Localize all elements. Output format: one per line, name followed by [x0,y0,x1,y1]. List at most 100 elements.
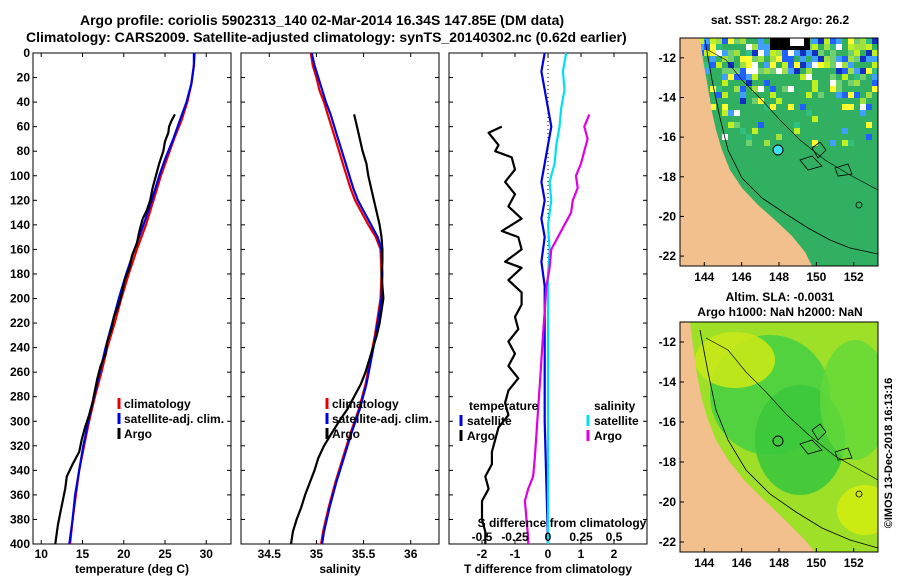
sst-pixel [836,68,842,74]
profile-panels: 0204060801001201401601802002202402602803… [10,46,864,576]
map-y-tick-label: -12 [659,335,677,349]
y-tick-label: 380 [10,512,30,526]
sst-pixel [710,44,716,50]
sst-pixel [734,122,740,128]
sst-pixel [752,86,758,92]
sst-pixel [758,98,764,104]
sst-pixel [800,104,806,110]
sst-pixel [752,50,758,56]
profile-panel-1: 0 20 40 60 80 100 120 140 160 180 200 220 240 260 280 3… [10,46,232,576]
sst-pixel [836,38,842,44]
sst-pixel [752,44,758,50]
sst-pixel [800,56,806,62]
x-tick-label: 34.5 [258,547,282,561]
sst-pixel [770,50,776,56]
map-y-tick-label: -22 [659,249,677,263]
sst-pixel [872,74,878,80]
series-line-t-argo [480,125,523,544]
sst-pixel [866,38,872,44]
map-y-tick-label: -14 [659,90,677,104]
y-tick-label: 100 [10,169,30,183]
sst-pixel [824,38,830,44]
sst-pixel [740,62,746,68]
sst-pixel [848,62,854,68]
sst-pixel [758,38,764,44]
sst-pixel [710,86,716,92]
sst-pixel [830,140,836,146]
sst-pixel [710,104,716,110]
sst-pixel [764,62,770,68]
sla-coast-contour [699,329,878,549]
legend-label: satellite [467,414,512,428]
sst-pixel [794,68,800,74]
y-tick-label: 40 [17,95,31,109]
sst-pixel [854,56,860,62]
sst-pixel [848,38,854,44]
sst-pixel [716,62,722,68]
sst-pixel [740,86,746,92]
legend-label: Argo [124,427,152,441]
sst-pixel [716,92,722,98]
sst-pixel [740,38,746,44]
sst-pixel [782,86,788,92]
y-tick-label: 220 [10,316,30,330]
sst-pixel [740,128,746,134]
sst-pixel [830,86,836,92]
y-tick-label: 60 [17,120,31,134]
sst-pixel [758,44,764,50]
sst-pixel [872,80,878,86]
legend-label: satellite-adj. clim. [124,412,224,426]
x-tick-label: 36 [404,547,418,561]
sst-pixel [848,68,854,74]
sla-land [680,322,815,552]
y-tick-label: 20 [17,71,31,85]
sst-pixel [740,74,746,80]
sst-pixel [800,74,806,80]
sst-pixel [818,50,824,56]
sst-pixel [716,38,722,44]
sst-pixel [872,68,878,74]
sst-pixel [764,104,770,110]
s-diff-tick-label: 0.5 [606,530,623,544]
x-tick-label: 35 [310,547,324,561]
panel-frame [240,52,440,545]
sst-pixel [722,80,728,86]
sst-pixel [734,86,740,92]
sla-reef-shape-3 [834,447,853,461]
sst-pixel [734,110,740,116]
sst-pixel [722,74,728,80]
sst-pixel [806,68,812,74]
sst-pixel [860,98,866,104]
y-tick-label: 320 [10,439,30,453]
legend-label: Argo [332,427,360,441]
sst-pixel [866,44,872,50]
map-x-tick-label: 144 [694,556,714,570]
sst-pixel [758,56,764,62]
x-tick-label: 2 [611,547,618,561]
sst-pixel [722,68,728,74]
sst-pixel [848,44,854,50]
sst-pixel [788,68,794,74]
sst-pixel [812,50,818,56]
sst-pixel [866,92,872,98]
sst-pixel [848,50,854,56]
map-x-tick-label: 146 [732,556,752,570]
sst-pixel [860,44,866,50]
sst-pixel [854,68,860,74]
legend-title-salinity: salinity [594,399,636,413]
x-axis-label: salinity [319,562,361,576]
sst-pixel [848,140,854,146]
sst-pixel [812,62,818,68]
sst-pixel [758,86,764,92]
sst-pixel [704,68,710,74]
sst-pixel [812,56,818,62]
y-tick-label: 260 [10,365,30,379]
sst-pixel [818,38,824,44]
map-y-tick-label: -20 [659,209,677,223]
sst-pixel [806,74,812,80]
sst-pixel [860,74,866,80]
sst-pixel [746,80,752,86]
series-line-argo [54,113,176,545]
sst-pixel [752,56,758,62]
sst-map [680,38,878,266]
